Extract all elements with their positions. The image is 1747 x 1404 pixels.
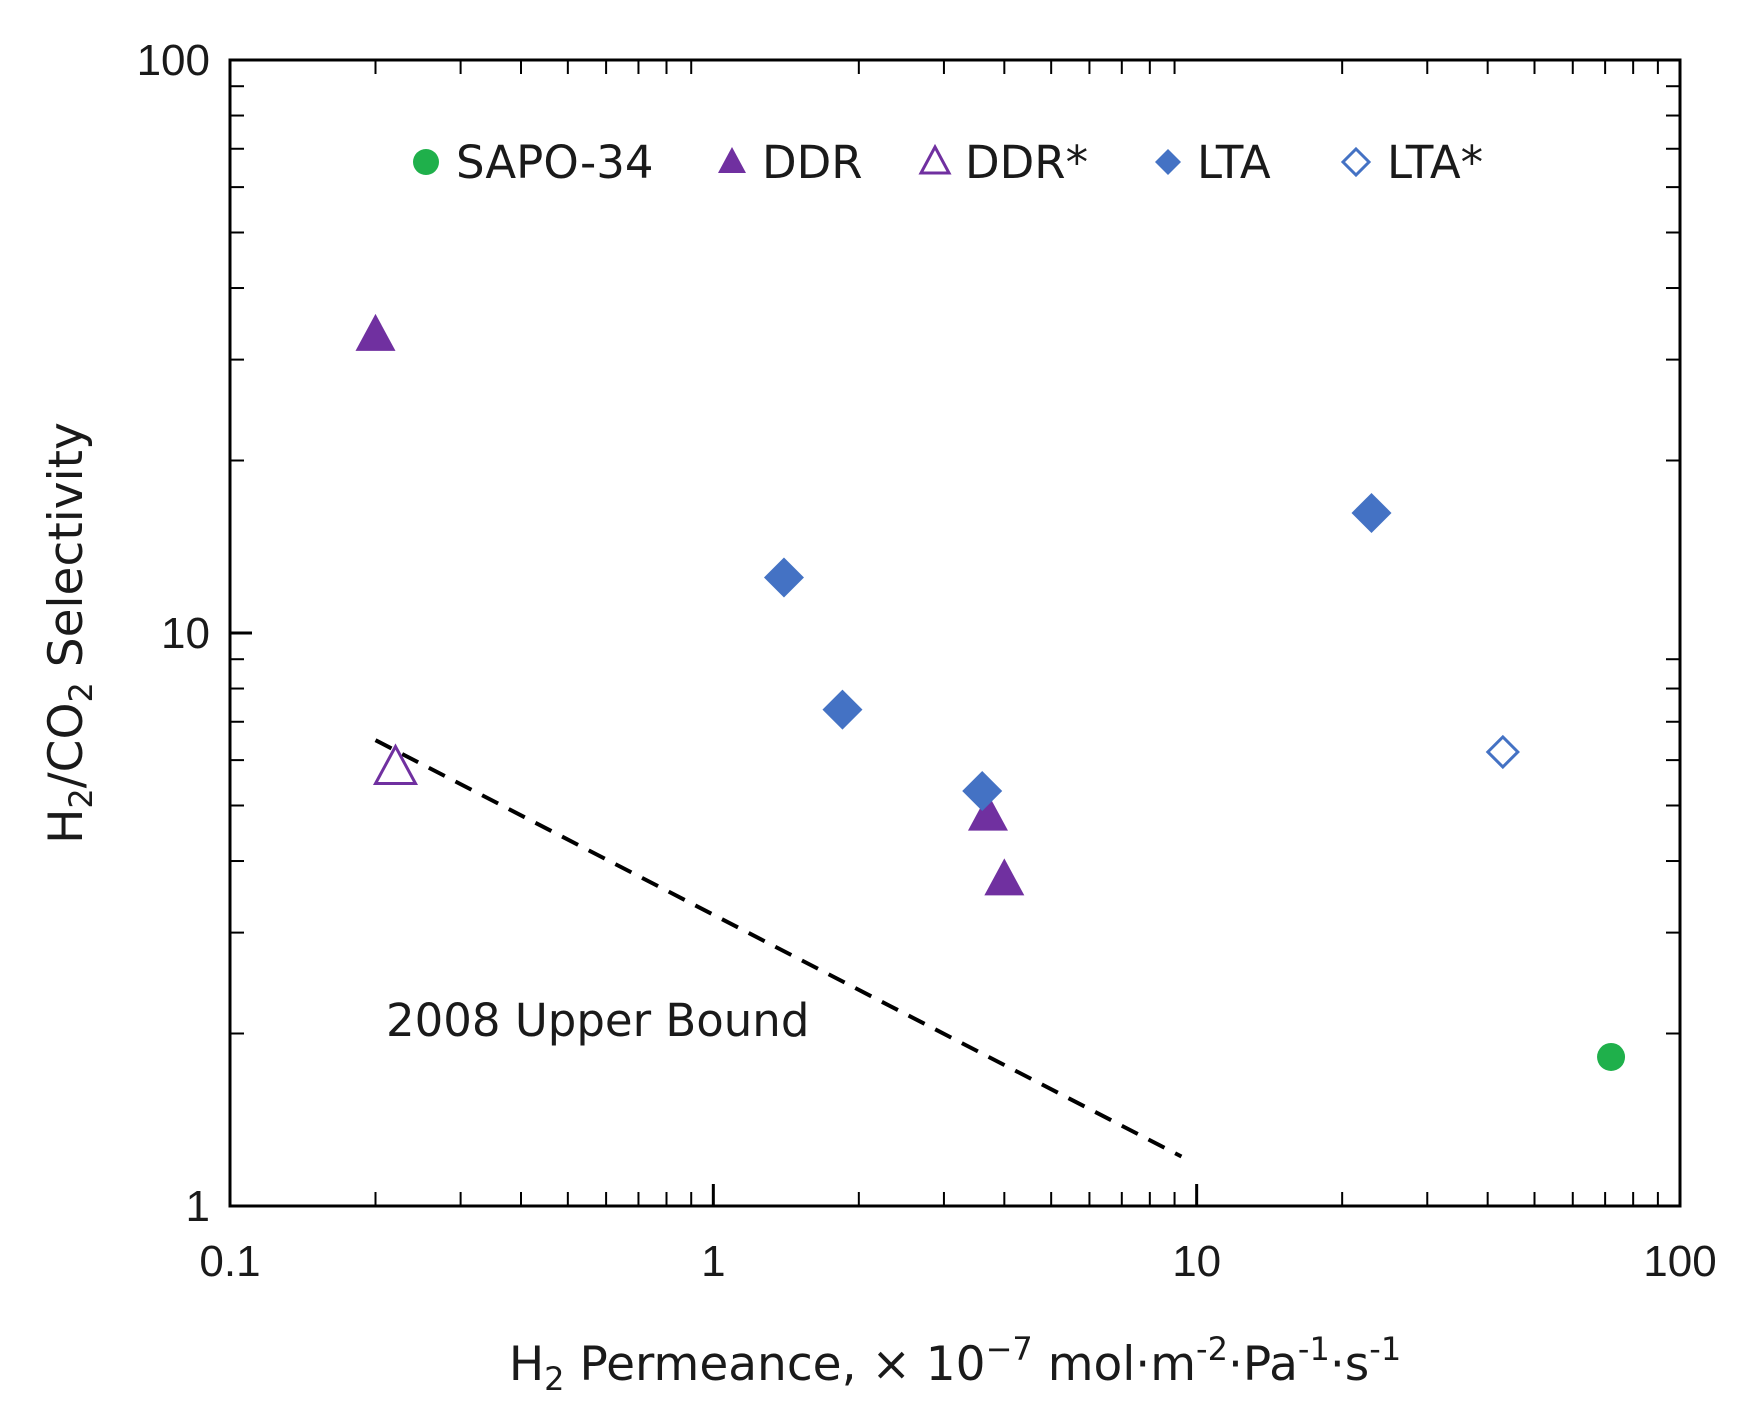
point-lta	[822, 689, 863, 730]
legend-label-ddr: DDR	[762, 136, 863, 189]
point-ddr	[984, 858, 1025, 896]
upper-bound-label: 2008 Upper Bound	[386, 994, 809, 1047]
data-points	[355, 313, 1626, 1071]
legend-marker-lta-star	[1340, 146, 1372, 178]
legend-label-ddr-star: DDR*	[965, 136, 1088, 189]
point-sapo-34	[1597, 1042, 1626, 1071]
y-tick-labels: 1 10 100	[137, 36, 210, 1231]
point-ddr	[967, 793, 1008, 831]
upper-bound-line	[374, 738, 1183, 1159]
legend-marker-ddr	[718, 147, 746, 173]
x-tick-label: 100	[1643, 1237, 1716, 1286]
legend-label-sapo34: SAPO-34	[456, 136, 654, 189]
legend: SAPO-34 DDR DDR* LTA LTA*	[413, 136, 1483, 189]
legend-label-lta: LTA	[1197, 136, 1271, 189]
point-lta	[962, 770, 1003, 811]
x-tick-labels: 0.1 1 10 100	[199, 1237, 1716, 1286]
y-tick-label: 100	[137, 36, 210, 85]
legend-marker-ddr-star	[918, 143, 952, 175]
legend-marker-sapo34	[413, 149, 439, 175]
point-lta	[1351, 492, 1392, 533]
point-ddr-star	[372, 743, 419, 786]
minor-ticks	[228, 58, 1682, 1208]
point-lta-star	[1485, 734, 1520, 770]
x-axis-title: H2 Permeance, × 10−7 mol·m-2·Pa-1·s-1	[509, 1330, 1401, 1398]
legend-label-lta-star: LTA*	[1387, 136, 1483, 189]
x-tick-label: 10	[1172, 1237, 1221, 1286]
y-axis-title: H2/CO2 Selectivity	[39, 422, 100, 844]
x-tick-label: 1	[701, 1237, 725, 1286]
legend-marker-lta	[1155, 149, 1181, 175]
point-ddr	[355, 313, 396, 351]
x-tick-label: 0.1	[199, 1237, 260, 1286]
y-tick-label: 10	[161, 609, 210, 658]
y-tick-label: 1	[186, 1182, 210, 1231]
point-lta	[763, 557, 804, 598]
